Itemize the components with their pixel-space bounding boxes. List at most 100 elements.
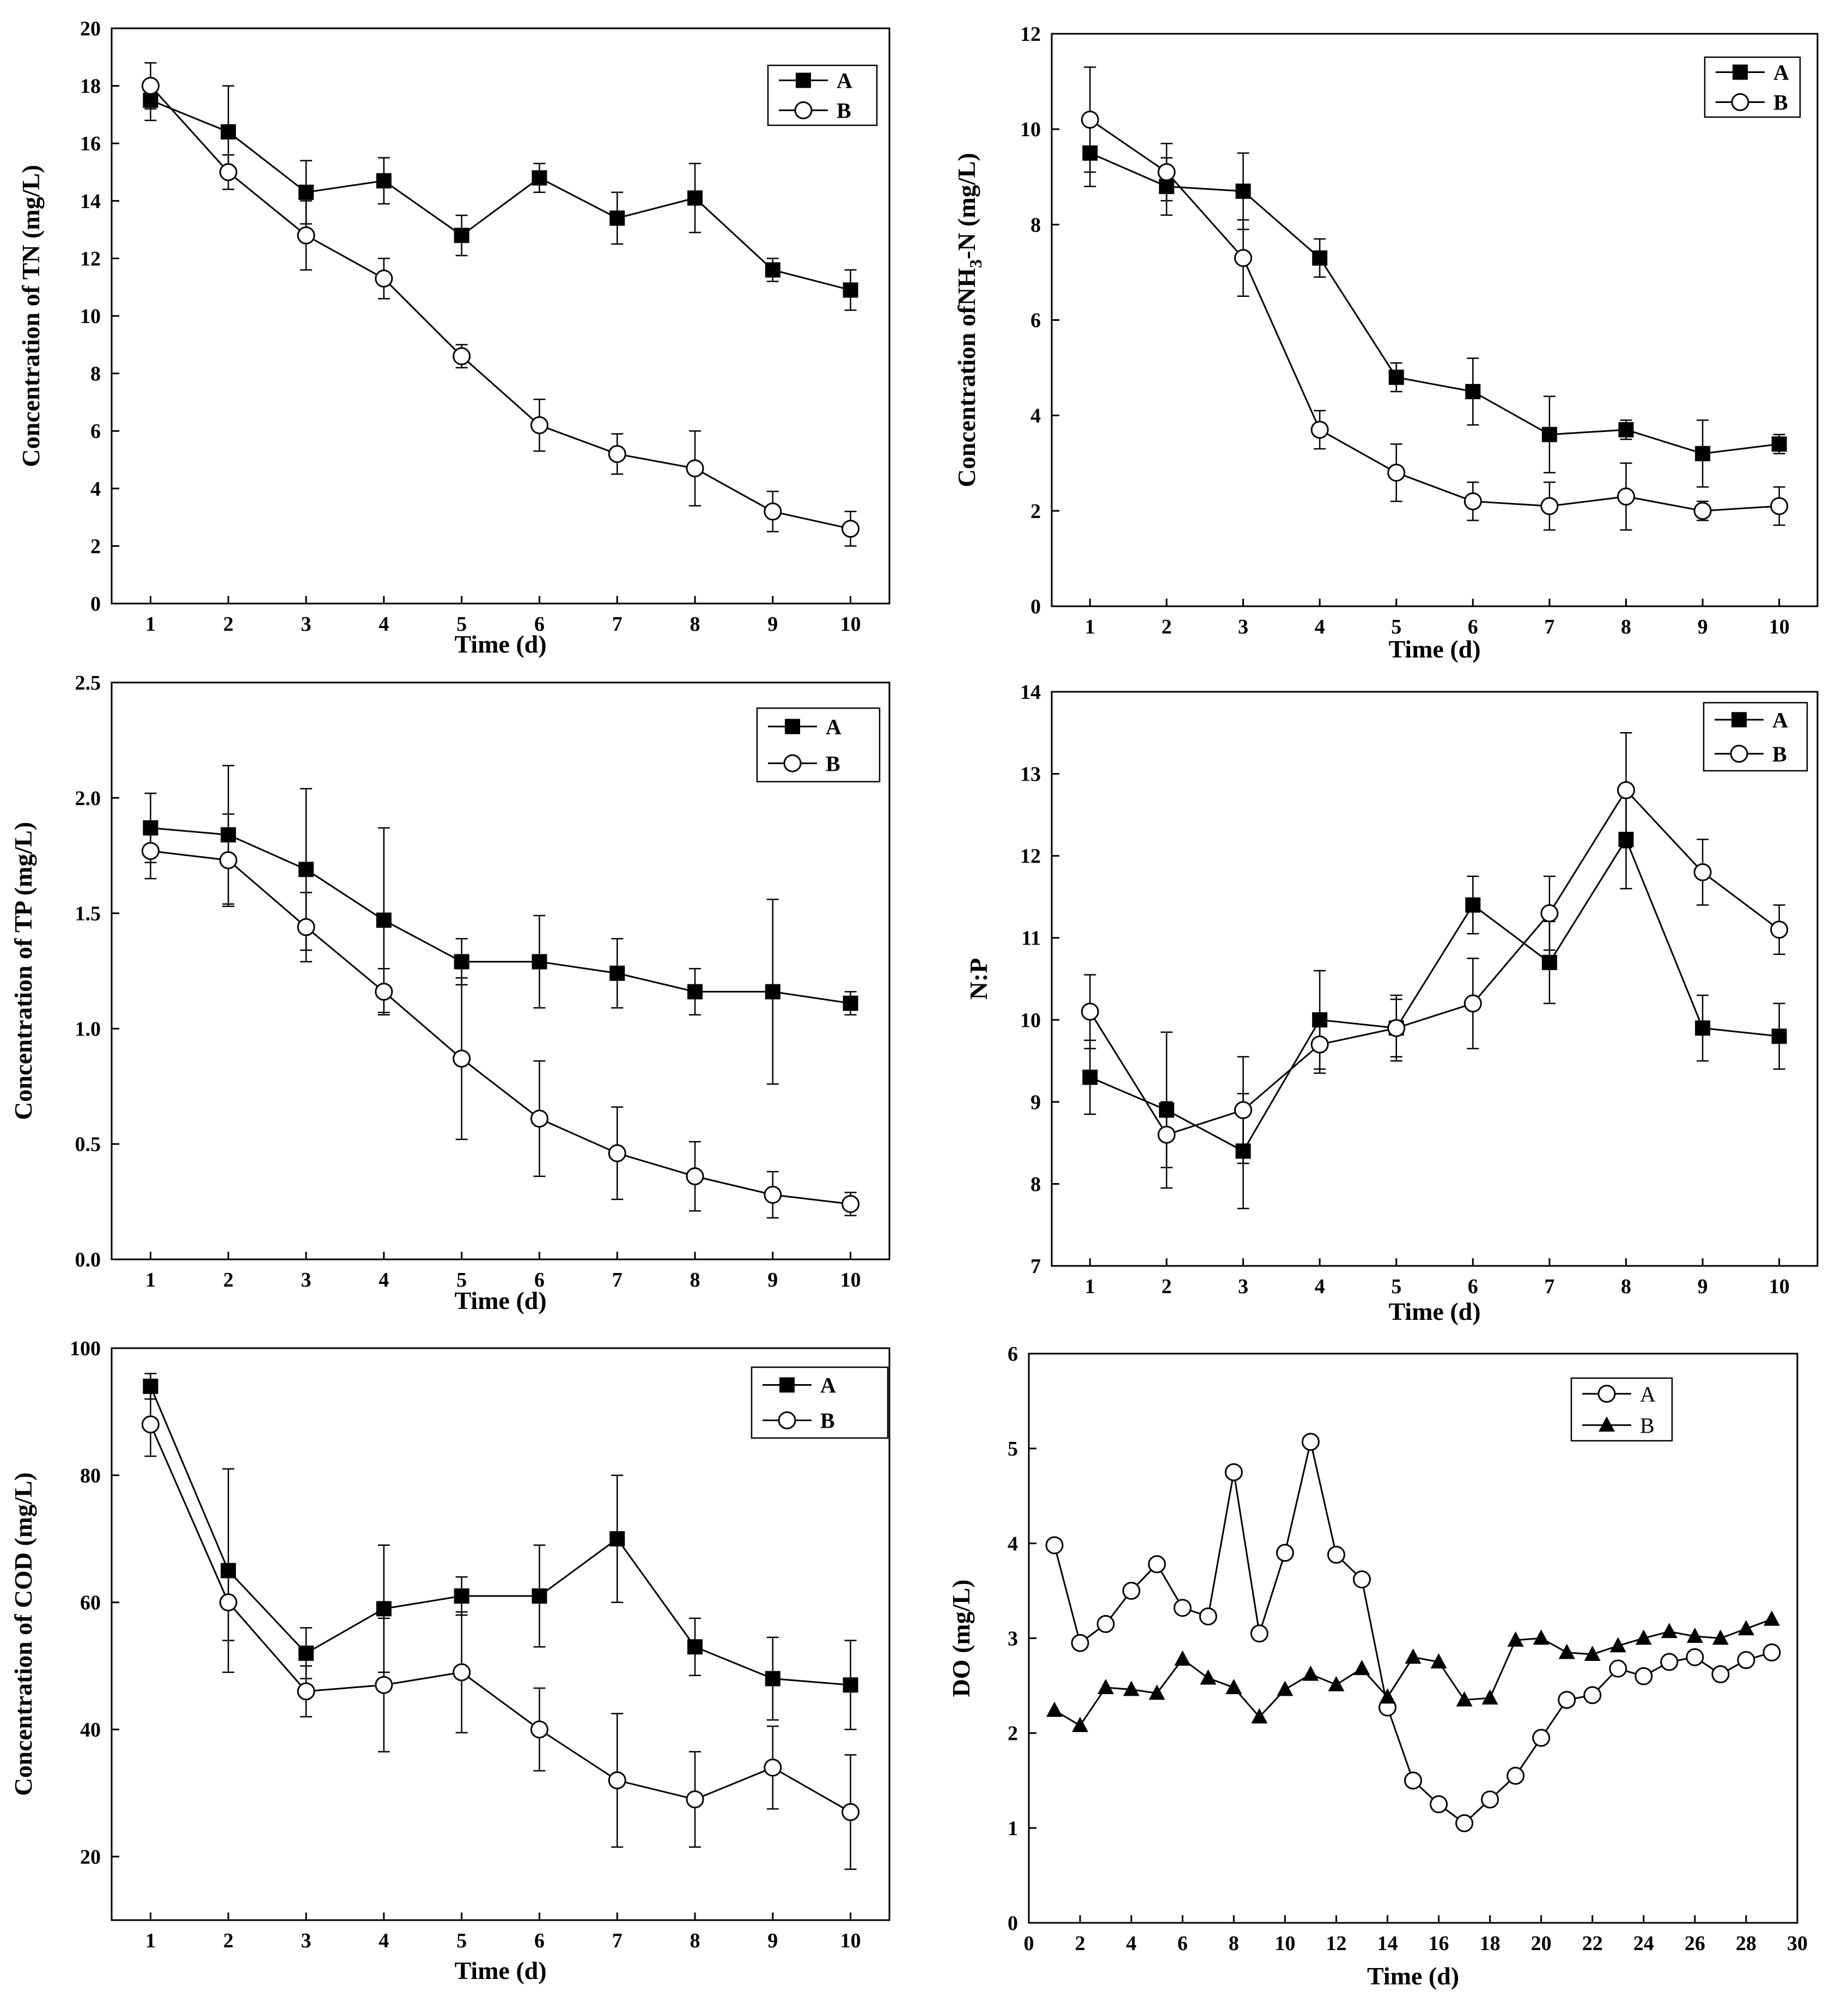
x-tick-label: 1 — [145, 1269, 156, 1292]
y-axis-title-main: Concentration of — [953, 305, 980, 487]
data-point-B — [1463, 994, 1482, 1013]
data-point-A — [1082, 1069, 1098, 1085]
data-point-A — [1695, 1020, 1711, 1036]
series-A — [143, 1373, 858, 1731]
y-tick-label: 20 — [80, 17, 101, 40]
data-point-B — [1097, 1679, 1114, 1695]
data-point-A — [1224, 1463, 1243, 1482]
data-point-B — [764, 1758, 782, 1777]
data-point-A — [1199, 1607, 1217, 1625]
data-point-A — [1618, 422, 1634, 437]
data-point-B — [1617, 488, 1635, 506]
legend-box — [767, 64, 878, 126]
x-tick-label: 2 — [223, 1929, 234, 1952]
data-point-B — [1635, 1629, 1652, 1645]
data-point-B — [1540, 904, 1559, 923]
data-point-A — [532, 1588, 547, 1604]
data-point-A — [454, 228, 469, 243]
data-point-A — [221, 124, 236, 140]
y-tick-label: 13 — [1020, 763, 1041, 786]
y-axis-title: Concentration of TN (mg/L) — [17, 165, 45, 467]
data-point-B — [1405, 1648, 1422, 1664]
data-point-A — [1148, 1555, 1166, 1574]
data-point-A — [1352, 1570, 1371, 1589]
data-point-A — [1465, 383, 1481, 399]
x-tick-label: 9 — [1698, 616, 1708, 638]
y-tick-label: 40 — [80, 1719, 101, 1741]
data-point-A — [1634, 1667, 1653, 1685]
x-tick-label: 2 — [223, 1269, 234, 1292]
x-tick-label: 10 — [1769, 1275, 1790, 1298]
data-point-A — [609, 210, 625, 226]
data-point-A — [1532, 1728, 1551, 1747]
y-tick-label: 6 — [1008, 1343, 1018, 1366]
series-A — [143, 765, 858, 1085]
y-tick-label: 0.0 — [75, 1248, 101, 1271]
series-line-B — [150, 850, 851, 1205]
legend-label-B: B — [820, 1409, 835, 1433]
data-point-B — [1609, 1637, 1626, 1653]
x-tick-label: 6 — [534, 1929, 545, 1952]
data-point-B — [453, 1663, 471, 1682]
x-tick-label: 7 — [1544, 616, 1554, 638]
data-point-A — [1122, 1581, 1140, 1600]
data-point-A — [1541, 427, 1557, 442]
data-point-A — [1276, 1544, 1294, 1562]
legend-marker-B — [1731, 93, 1749, 111]
data-point-A — [1541, 954, 1557, 970]
legend-box — [1704, 56, 1801, 118]
data-point-A — [532, 954, 547, 970]
data-point-B — [1081, 111, 1099, 129]
data-point-B — [1540, 497, 1559, 515]
data-point-B — [219, 851, 237, 869]
series-line-A — [150, 827, 851, 1004]
legend-marker-B — [1599, 1416, 1615, 1432]
series-B — [141, 1392, 860, 1870]
data-point-B — [1693, 863, 1712, 881]
data-point-B — [1379, 1688, 1396, 1704]
data-point-A — [765, 984, 780, 1000]
x-tick-label: 2 — [1161, 616, 1172, 638]
series-line-B — [1089, 789, 1780, 1136]
data-point-A — [454, 1588, 469, 1604]
data-point-A — [843, 282, 858, 298]
plot-frame — [111, 681, 891, 1260]
data-point-B — [1225, 1679, 1242, 1695]
data-point-A — [1558, 1691, 1576, 1709]
data-point-B — [1463, 492, 1482, 510]
x-axis-title: Time (d) — [1388, 1298, 1480, 1325]
x-tick-label: 6 — [1468, 616, 1478, 638]
y-tick-label: 4 — [90, 478, 101, 501]
data-point-A — [687, 190, 703, 206]
plot-frame — [111, 1347, 891, 1921]
data-point-B — [141, 842, 160, 860]
x-tick-label: 2 — [1161, 1275, 1172, 1298]
x-axis-title: Time (d) — [1367, 1962, 1459, 1990]
x-tick-label: 10 — [1769, 616, 1790, 638]
legend-marker-B — [794, 101, 813, 119]
y-tick-label: 8 — [90, 363, 101, 386]
y-tick-label: 2 — [90, 535, 101, 558]
series-A — [1082, 119, 1787, 488]
y-tick-label: 80 — [80, 1464, 101, 1487]
data-point-B — [453, 347, 471, 366]
y-tick-label: 18 — [80, 75, 101, 98]
series-A — [1082, 789, 1787, 1209]
data-point-B — [841, 1195, 860, 1213]
y-tick-label: 0 — [1030, 595, 1041, 618]
y-tick-label: 14 — [1020, 681, 1041, 704]
y-tick-label: 6 — [1030, 309, 1041, 332]
y-tick-label: 100 — [70, 1337, 101, 1360]
x-tick-label: 4 — [379, 1929, 389, 1952]
y-axis-title-nh: NH — [953, 268, 980, 306]
data-point-B — [1174, 1650, 1191, 1666]
data-point-A — [765, 1671, 780, 1686]
data-point-B — [764, 502, 782, 521]
y-axis-title: DO (mg/L) — [947, 1580, 975, 1697]
data-point-B — [1456, 1691, 1473, 1707]
data-point-A — [1660, 1653, 1679, 1671]
data-point-B — [1584, 1646, 1601, 1661]
x-tick-label: 4 — [379, 1269, 389, 1292]
data-point-A — [687, 1639, 703, 1655]
